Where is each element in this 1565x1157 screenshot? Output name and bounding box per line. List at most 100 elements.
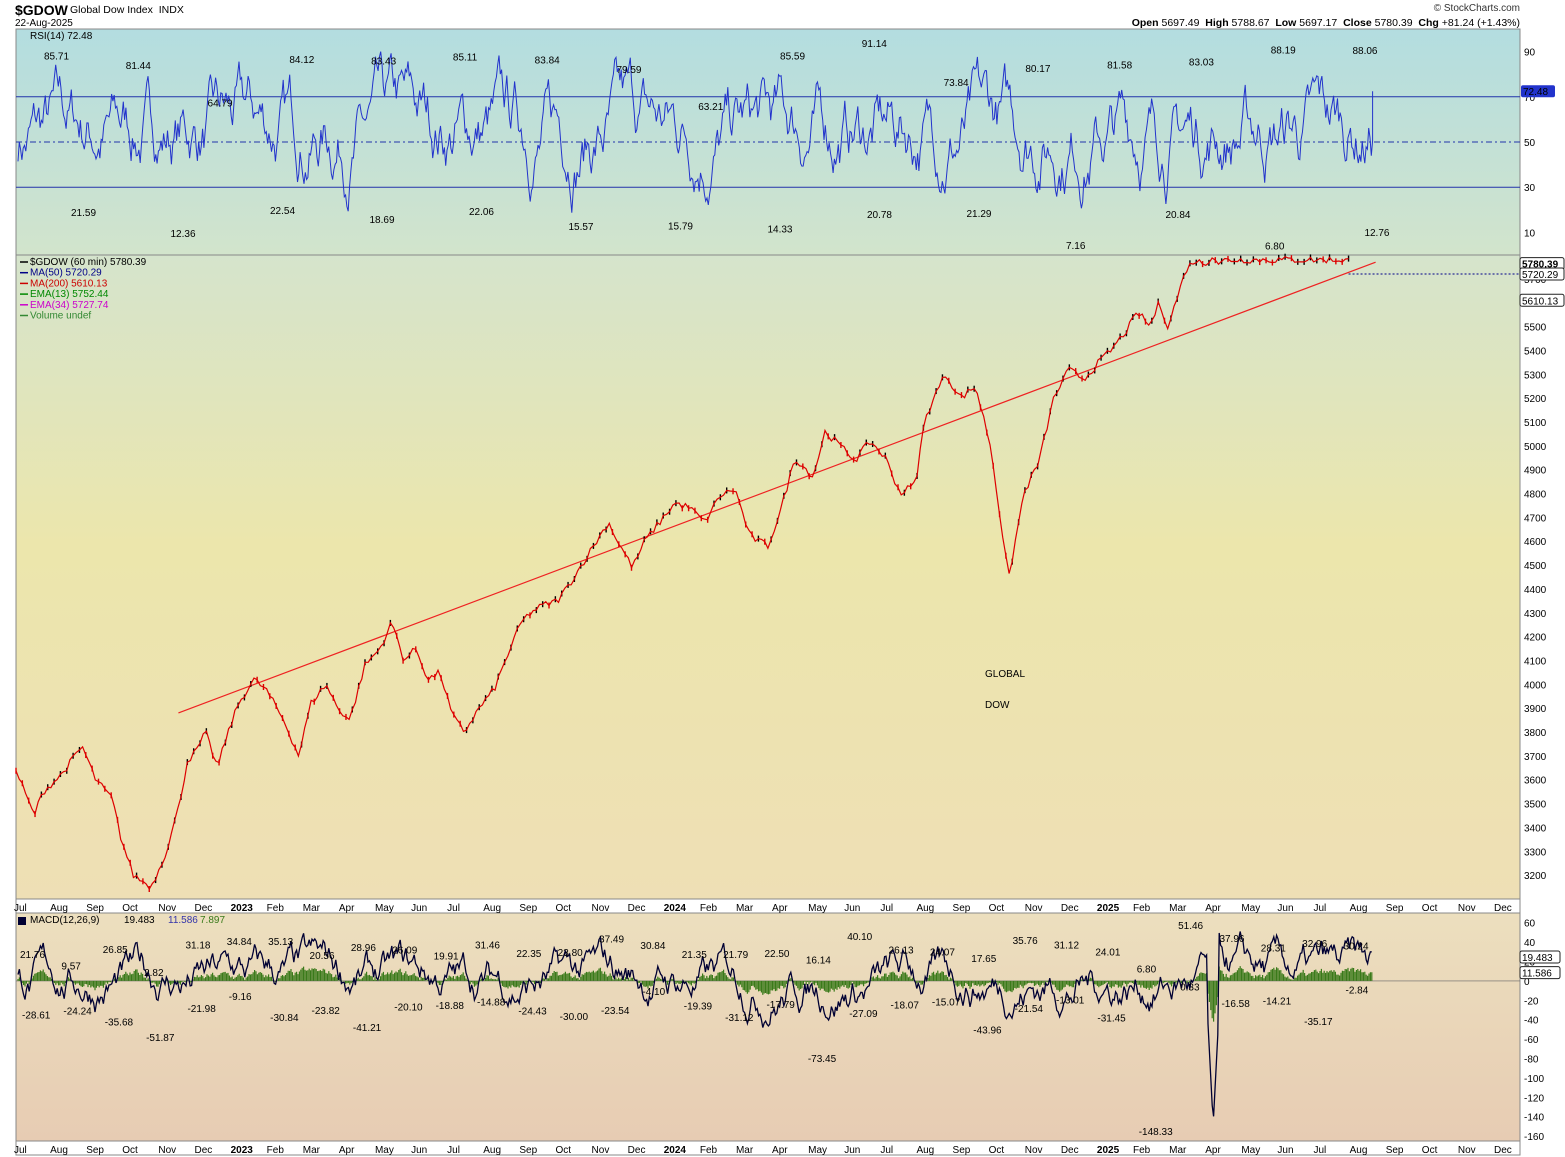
- macd-trough-label: -73.45: [808, 1054, 837, 1065]
- rsi-peak-label: 83.84: [535, 56, 560, 67]
- macd-line: [17, 931, 1372, 1117]
- macd-tick-label: 40: [1524, 938, 1536, 949]
- rsi-trough-label: 14.33: [767, 225, 792, 236]
- macd-peak-label: 2.82: [144, 968, 164, 979]
- rsi-peak-label: 64.79: [208, 99, 233, 110]
- macd-peak-label: 37.49: [599, 935, 624, 946]
- trendline: [178, 261, 1376, 714]
- macd-x-label: Jun: [844, 1145, 860, 1156]
- close-value: 5780.39: [1374, 17, 1413, 29]
- rsi-peak-label: 85.59: [780, 52, 805, 63]
- price-tick-label: 3900: [1524, 704, 1547, 715]
- macd-x-label: Dec: [1061, 1145, 1079, 1156]
- price-x-label: May: [808, 903, 827, 914]
- macd-x-label: Jun: [411, 1145, 427, 1156]
- price-x-label: Apr: [772, 903, 788, 914]
- price-tick-label: 3300: [1524, 847, 1547, 858]
- macd-x-label: Aug: [483, 1145, 501, 1156]
- rsi-peak-label: 73.84: [944, 78, 969, 89]
- rsi-peak-label: 91.14: [862, 39, 887, 50]
- macd-peak-label: 35.13: [268, 937, 293, 948]
- price-tick-label: 4600: [1524, 537, 1547, 548]
- macd-trough-label: -15.07: [932, 998, 961, 1009]
- macd-x-label: Apr: [1205, 1145, 1221, 1156]
- rsi-tick-label: 70: [1524, 93, 1536, 104]
- macd-value-label: 19.483: [1522, 953, 1553, 964]
- rsi-trough-label: 22.06: [469, 207, 494, 218]
- macd-trough-label: -35.17: [1304, 1017, 1333, 1028]
- price-x-label: Sep: [519, 903, 537, 914]
- price-tick-label: 3800: [1524, 728, 1547, 739]
- price-tick-label: 5400: [1524, 346, 1547, 357]
- price-x-label: Jun: [844, 903, 860, 914]
- macd-x-label: Sep: [953, 1145, 971, 1156]
- macd-trough-label: -24.43: [518, 1007, 547, 1018]
- rsi-peak-label: 81.58: [1107, 61, 1132, 72]
- price-tick-label: 4300: [1524, 609, 1547, 620]
- macd-peak-label: 28.96: [351, 943, 376, 954]
- rsi-peak-label: 88.19: [1271, 46, 1296, 57]
- price-tick-label: 5200: [1524, 394, 1547, 405]
- macd-x-label: Sep: [86, 1145, 104, 1156]
- macd-peak-label: 20.56: [310, 951, 335, 962]
- price-x-label: Mar: [1169, 903, 1187, 914]
- price-x-label: Sep: [953, 903, 971, 914]
- price-x-label: Aug: [50, 903, 68, 914]
- rsi-trough-label: 22.54: [270, 206, 295, 217]
- price-value-tag: [1519, 293, 1565, 307]
- macd-x-label: Feb: [267, 1145, 285, 1156]
- macd-x-label: Nov: [1458, 1145, 1476, 1156]
- macd-value-label: 11.586: [1522, 969, 1552, 980]
- price-tick-label: 3400: [1524, 823, 1547, 834]
- macd-trough-label: -27.09: [849, 1009, 878, 1020]
- rsi-peak-label: 88.06: [1352, 46, 1377, 57]
- macd-x-label: 2024: [664, 1145, 687, 1156]
- macd-x-label: Jul: [880, 1145, 893, 1156]
- rsi-trough-label: 21.59: [71, 208, 96, 219]
- rsi-value-tag: [1521, 85, 1555, 98]
- price-x-label: 2023: [231, 903, 254, 914]
- macd-x-label: May: [1241, 1145, 1260, 1156]
- macd-trough-label: -148.33: [1139, 1127, 1173, 1138]
- price-legend-item: MA(50) 5720.29: [30, 268, 102, 279]
- macd-trough-label: -23.54: [601, 1006, 630, 1017]
- price-x-label: Dec: [1061, 903, 1079, 914]
- macd-trough-label: -9.16: [229, 992, 252, 1003]
- macd-peak-label: 32.96: [1302, 939, 1327, 950]
- price-x-label: Feb: [267, 903, 285, 914]
- price-value-label: 5720.29: [1522, 270, 1559, 281]
- macd-tick-label: -100: [1524, 1074, 1544, 1085]
- macd-trough-label: -30.00: [560, 1012, 589, 1023]
- macd-trough-label: -21.54: [1015, 1004, 1044, 1015]
- macd-x-label: Nov: [158, 1145, 176, 1156]
- macd-trough-label: -14.21: [1263, 997, 1292, 1008]
- ohlc-summary: Open 5697.49 High 5788.67 Low 5697.17 Cl…: [1132, 17, 1520, 29]
- price-x-label: Feb: [700, 903, 718, 914]
- macd-x-label: Sep: [1386, 1145, 1404, 1156]
- macd-x-label: Feb: [700, 1145, 718, 1156]
- macd-x-label: Aug: [50, 1145, 68, 1156]
- macd-x-label: Jul: [1314, 1145, 1327, 1156]
- macd-tick-label: -80: [1524, 1055, 1539, 1066]
- macd-x-label: Nov: [592, 1145, 610, 1156]
- open-value: 5697.49: [1161, 17, 1200, 29]
- macd-value-tag: [1519, 966, 1561, 980]
- price-x-label: May: [1241, 903, 1260, 914]
- macd-x-label: May: [375, 1145, 394, 1156]
- price-x-label: 2024: [664, 903, 687, 914]
- macd-x-label: 2023: [231, 1145, 254, 1156]
- price-tick-label: 4500: [1524, 561, 1547, 572]
- chg-label: Chg: [1418, 17, 1439, 29]
- price-x-label: Jun: [411, 903, 427, 914]
- rsi-trough-label: 20.78: [867, 210, 892, 221]
- macd-x-label: Jul: [447, 1145, 460, 1156]
- macd-value-tag: [1519, 950, 1561, 964]
- macd-x-label: Mar: [1169, 1145, 1187, 1156]
- rsi-trough-label: 15.79: [668, 221, 693, 232]
- macd-trough-label: -35.68: [105, 1018, 134, 1029]
- rsi-tick-label: 10: [1524, 228, 1536, 239]
- price-x-label: Sep: [86, 903, 104, 914]
- chg-value: +81.24 (+1.43%): [1441, 17, 1520, 29]
- macd-peak-label: 31.18: [185, 941, 210, 952]
- price-legend-item: MA(200) 5610.13: [30, 278, 108, 289]
